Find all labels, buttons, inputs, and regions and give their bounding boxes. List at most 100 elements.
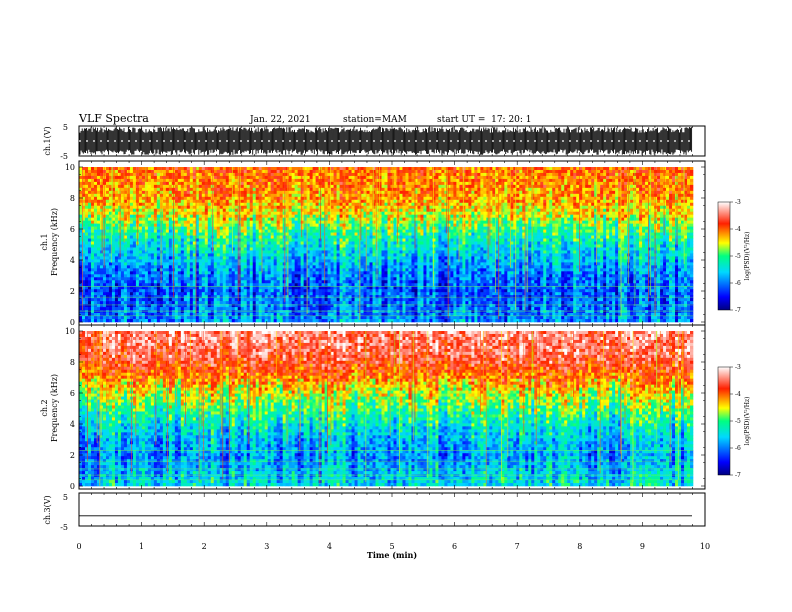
spectrogram-cell [345, 196, 349, 201]
spectrogram-cell [285, 202, 289, 207]
spectrogram-cell [579, 181, 583, 186]
spectrogram-cell [513, 232, 517, 236]
spectrogram-cell [174, 199, 179, 204]
spectrogram-cell [645, 190, 649, 195]
spectrogram-cell [594, 175, 598, 180]
spectrogram-cell [462, 226, 466, 230]
spectrogram-cell [204, 167, 209, 171]
spectrogram-cell [519, 214, 523, 218]
spectrogram-cell [528, 226, 532, 230]
spectrogram-cell [408, 199, 412, 204]
spectrogram-cell [603, 208, 607, 213]
spectrogram-cell [312, 205, 316, 210]
spectrogram-cell [456, 169, 460, 174]
spectrogram-cell [348, 223, 352, 227]
spectrogram-cell [249, 169, 254, 174]
spectrogram-cell [552, 193, 556, 198]
spectrogram-cell [330, 232, 334, 236]
spectrogram-cell [168, 172, 173, 177]
spectrogram-cell [423, 181, 427, 186]
spectrogram-cell [84, 211, 89, 215]
spectrogram-cell [150, 199, 155, 204]
spectrogram-cell [204, 172, 209, 177]
spectrogram-cell [183, 199, 188, 204]
spectrogram-cell [387, 214, 391, 218]
spectrogram-cell [501, 175, 505, 180]
spectrogram-cell [90, 193, 95, 198]
spectrogram-cell [636, 229, 640, 233]
spectrogram-cell [594, 229, 598, 233]
spectrogram-cell [639, 220, 643, 224]
spectrogram-cell [93, 205, 98, 210]
spectrogram-cell [180, 235, 185, 239]
spectrogram-cell [369, 205, 373, 210]
spectrogram-cell [234, 223, 239, 227]
spectrogram-cell [489, 208, 493, 213]
spectrogram-cell [111, 220, 116, 224]
spectrogram-cell [79, 235, 83, 239]
spectrogram-cell [219, 190, 224, 195]
spectrogram-cell [435, 167, 439, 171]
spectrogram-cell [120, 196, 125, 201]
spectrogram-cell [201, 187, 206, 192]
spectrogram-cell [477, 235, 481, 239]
spectrogram-cell [114, 211, 119, 215]
spectrogram-cell [348, 205, 352, 210]
spectrogram-cell [105, 181, 110, 186]
spectrogram-cell [402, 196, 406, 201]
spectrogram-cell [546, 214, 550, 218]
spectrogram-cell [315, 235, 319, 239]
spectrogram-cell [330, 223, 334, 227]
spectrogram-cell [279, 184, 283, 189]
spectrogram-cell [603, 199, 607, 204]
spectrogram-cell [651, 193, 655, 198]
spectrogram-cell [420, 172, 424, 177]
spectrogram-cell [267, 169, 271, 174]
spectrogram-cell [384, 178, 388, 183]
spectrogram-cell [450, 205, 454, 210]
spectrogram-cell [609, 190, 613, 195]
spectrogram-cell [174, 226, 179, 230]
spectrogram-cell [651, 175, 655, 180]
spectrogram-cell [564, 178, 568, 183]
spectrogram-cell [648, 175, 652, 180]
spectrogram-cell [345, 217, 349, 221]
spectrogram-cell [393, 178, 397, 183]
spectrogram-cell [603, 181, 607, 186]
spectrogram-cell [138, 178, 143, 183]
spectrogram-cell [648, 187, 652, 192]
spectrogram-cell [117, 193, 122, 198]
spectrogram-cell [429, 167, 433, 171]
spectrogram-cell [204, 226, 209, 230]
spectrogram-cell [642, 220, 646, 224]
spectrogram-cell [360, 208, 364, 213]
spectrogram-cell [558, 178, 562, 183]
spectrogram-cell [123, 181, 128, 186]
spectrogram-cell [309, 167, 313, 171]
spectrogram-cell [357, 175, 361, 180]
spectrogram-cell [177, 205, 182, 210]
spectrogram-cell [195, 208, 200, 213]
spectrogram-cell [192, 178, 197, 183]
spectrogram-cell [246, 178, 251, 183]
spectrogram-cell [423, 190, 427, 195]
spectrogram-cell [288, 184, 292, 189]
spectrogram-cell [207, 175, 212, 180]
spectrogram-cell [234, 220, 239, 224]
spectrogram-cell [471, 167, 475, 171]
spectrogram-cell [345, 190, 349, 195]
spectrogram-cell [294, 190, 298, 195]
spectrogram-cell [162, 193, 167, 198]
spectrogram-cell [333, 172, 337, 177]
spectrogram-cell [288, 190, 292, 195]
spectrogram-cell [174, 235, 179, 239]
spectrogram-cell [588, 178, 592, 183]
spectrogram-cell [336, 181, 340, 186]
spectrogram-cell [79, 178, 83, 183]
spectrogram-cell [666, 167, 670, 171]
spectrogram-cell [369, 169, 373, 174]
spectrogram-cell [591, 190, 595, 195]
spectrogram-cell [141, 235, 146, 239]
spectrogram-cell [576, 199, 580, 204]
spectrogram-cell [597, 208, 601, 213]
